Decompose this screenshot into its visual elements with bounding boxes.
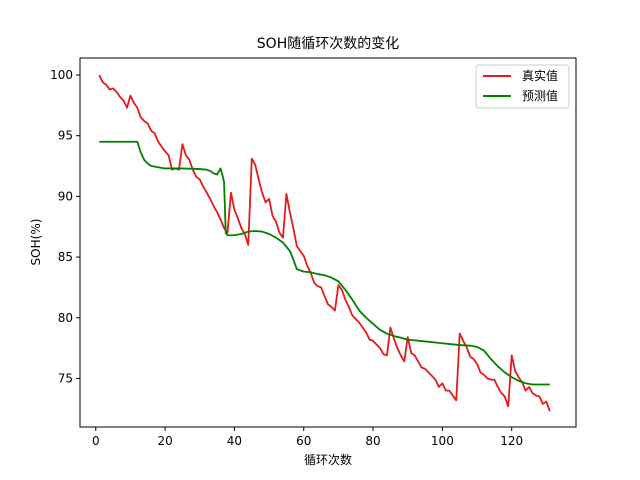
- x-tick-label: 60: [296, 434, 311, 448]
- y-axis-label: SOH(%): [29, 219, 43, 266]
- x-tick-label: 120: [500, 434, 523, 448]
- y-tick-label: 80: [58, 311, 73, 325]
- legend-label-true: 真实值: [522, 68, 558, 83]
- series-line-predicted: [99, 140, 550, 386]
- plot-area: [98, 74, 551, 412]
- y-tick-label: 100: [50, 68, 73, 82]
- x-tick-label: 100: [431, 434, 454, 448]
- x-tick-label: 20: [157, 434, 172, 448]
- axis-ticks: 0 20 40 60 80 100 120 75 80 85 90 95 100: [50, 68, 523, 448]
- y-tick-label: 95: [58, 129, 73, 143]
- x-axis-label: 循环次数: [304, 452, 352, 467]
- x-tick-label: 0: [92, 434, 100, 448]
- axes-frame: [79, 57, 577, 428]
- y-tick-label: 75: [58, 371, 73, 385]
- x-tick-label: 80: [365, 434, 380, 448]
- legend: 真实值 预测值: [475, 64, 570, 109]
- x-tick-label: 40: [227, 434, 242, 448]
- y-tick-label: 90: [58, 189, 73, 203]
- chart-title: SOH随循环次数的变化: [257, 36, 399, 52]
- legend-label-predicted: 预测值: [522, 88, 558, 103]
- y-tick-label: 85: [58, 250, 73, 264]
